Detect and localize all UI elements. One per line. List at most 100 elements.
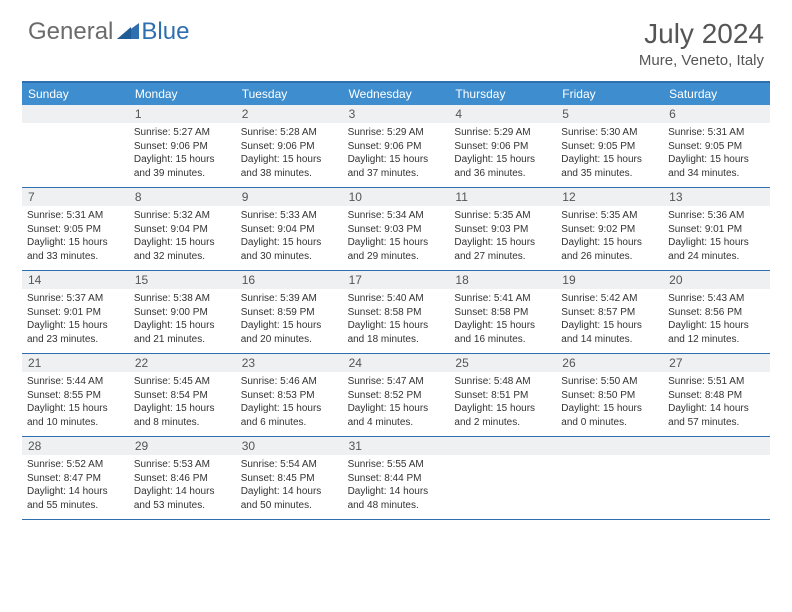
day-details	[556, 455, 663, 463]
day-details: Sunrise: 5:45 AMSunset: 8:54 PMDaylight:…	[129, 372, 236, 434]
day-details: Sunrise: 5:40 AMSunset: 8:58 PMDaylight:…	[343, 289, 450, 351]
daylight-text: Daylight: 15 hours and 24 minutes.	[668, 236, 765, 263]
day-details	[22, 123, 129, 131]
sunset-text: Sunset: 8:53 PM	[241, 389, 338, 403]
daylight-text: Daylight: 15 hours and 29 minutes.	[348, 236, 445, 263]
weekday-header: Friday	[556, 83, 663, 105]
day-details: Sunrise: 5:35 AMSunset: 9:02 PMDaylight:…	[556, 206, 663, 268]
day-number: 16	[236, 271, 343, 289]
sunset-text: Sunset: 9:04 PM	[134, 223, 231, 237]
day-details: Sunrise: 5:31 AMSunset: 9:05 PMDaylight:…	[663, 123, 770, 185]
day-cell: 9Sunrise: 5:33 AMSunset: 9:04 PMDaylight…	[236, 188, 343, 270]
day-cell	[663, 437, 770, 519]
daylight-text: Daylight: 15 hours and 2 minutes.	[454, 402, 551, 429]
logo-part2: Blue	[141, 18, 189, 46]
day-details: Sunrise: 5:29 AMSunset: 9:06 PMDaylight:…	[343, 123, 450, 185]
sunrise-text: Sunrise: 5:31 AM	[27, 209, 124, 223]
daylight-text: Daylight: 15 hours and 33 minutes.	[27, 236, 124, 263]
weekday-header: Sunday	[22, 83, 129, 105]
sunrise-text: Sunrise: 5:55 AM	[348, 458, 445, 472]
day-cell: 14Sunrise: 5:37 AMSunset: 9:01 PMDayligh…	[22, 271, 129, 353]
day-cell: 15Sunrise: 5:38 AMSunset: 9:00 PMDayligh…	[129, 271, 236, 353]
sunset-text: Sunset: 8:58 PM	[454, 306, 551, 320]
day-number: 27	[663, 354, 770, 372]
day-details	[449, 455, 556, 463]
day-number	[556, 437, 663, 455]
daylight-text: Daylight: 15 hours and 35 minutes.	[561, 153, 658, 180]
sunset-text: Sunset: 8:56 PM	[668, 306, 765, 320]
day-details: Sunrise: 5:28 AMSunset: 9:06 PMDaylight:…	[236, 123, 343, 185]
logo-part1: General	[28, 18, 113, 46]
sunset-text: Sunset: 8:45 PM	[241, 472, 338, 486]
day-number: 8	[129, 188, 236, 206]
weekday-header: Monday	[129, 83, 236, 105]
daylight-text: Daylight: 14 hours and 55 minutes.	[27, 485, 124, 512]
day-cell: 4Sunrise: 5:29 AMSunset: 9:06 PMDaylight…	[449, 105, 556, 187]
day-details: Sunrise: 5:46 AMSunset: 8:53 PMDaylight:…	[236, 372, 343, 434]
day-number: 22	[129, 354, 236, 372]
weekday-header: Wednesday	[343, 83, 450, 105]
sunset-text: Sunset: 8:44 PM	[348, 472, 445, 486]
sunset-text: Sunset: 9:01 PM	[27, 306, 124, 320]
weekday-header: Tuesday	[236, 83, 343, 105]
day-details: Sunrise: 5:52 AMSunset: 8:47 PMDaylight:…	[22, 455, 129, 517]
daylight-text: Daylight: 15 hours and 6 minutes.	[241, 402, 338, 429]
daylight-text: Daylight: 15 hours and 27 minutes.	[454, 236, 551, 263]
week-row: 14Sunrise: 5:37 AMSunset: 9:01 PMDayligh…	[22, 271, 770, 354]
location-label: Mure, Veneto, Italy	[639, 52, 764, 69]
day-cell: 17Sunrise: 5:40 AMSunset: 8:58 PMDayligh…	[343, 271, 450, 353]
day-cell: 12Sunrise: 5:35 AMSunset: 9:02 PMDayligh…	[556, 188, 663, 270]
day-number: 18	[449, 271, 556, 289]
sunrise-text: Sunrise: 5:27 AM	[134, 126, 231, 140]
sunrise-text: Sunrise: 5:43 AM	[668, 292, 765, 306]
day-details: Sunrise: 5:42 AMSunset: 8:57 PMDaylight:…	[556, 289, 663, 351]
sunset-text: Sunset: 9:06 PM	[454, 140, 551, 154]
calendar: SundayMondayTuesdayWednesdayThursdayFrid…	[22, 81, 770, 520]
sunset-text: Sunset: 9:01 PM	[668, 223, 765, 237]
sunset-text: Sunset: 9:06 PM	[348, 140, 445, 154]
sunrise-text: Sunrise: 5:29 AM	[348, 126, 445, 140]
sunrise-text: Sunrise: 5:37 AM	[27, 292, 124, 306]
sunrise-text: Sunrise: 5:35 AM	[561, 209, 658, 223]
day-cell: 20Sunrise: 5:43 AMSunset: 8:56 PMDayligh…	[663, 271, 770, 353]
sunrise-text: Sunrise: 5:30 AM	[561, 126, 658, 140]
sunset-text: Sunset: 8:48 PM	[668, 389, 765, 403]
sunset-text: Sunset: 9:02 PM	[561, 223, 658, 237]
day-number: 7	[22, 188, 129, 206]
day-details: Sunrise: 5:37 AMSunset: 9:01 PMDaylight:…	[22, 289, 129, 351]
day-number: 10	[343, 188, 450, 206]
sunrise-text: Sunrise: 5:31 AM	[668, 126, 765, 140]
sunrise-text: Sunrise: 5:44 AM	[27, 375, 124, 389]
sunrise-text: Sunrise: 5:29 AM	[454, 126, 551, 140]
day-cell: 16Sunrise: 5:39 AMSunset: 8:59 PMDayligh…	[236, 271, 343, 353]
day-number: 14	[22, 271, 129, 289]
day-cell: 8Sunrise: 5:32 AMSunset: 9:04 PMDaylight…	[129, 188, 236, 270]
daylight-text: Daylight: 15 hours and 0 minutes.	[561, 402, 658, 429]
sunrise-text: Sunrise: 5:38 AM	[134, 292, 231, 306]
daylight-text: Daylight: 15 hours and 8 minutes.	[134, 402, 231, 429]
sunrise-text: Sunrise: 5:46 AM	[241, 375, 338, 389]
day-cell: 21Sunrise: 5:44 AMSunset: 8:55 PMDayligh…	[22, 354, 129, 436]
day-details: Sunrise: 5:35 AMSunset: 9:03 PMDaylight:…	[449, 206, 556, 268]
sunrise-text: Sunrise: 5:40 AM	[348, 292, 445, 306]
day-number: 15	[129, 271, 236, 289]
sunrise-text: Sunrise: 5:39 AM	[241, 292, 338, 306]
day-details: Sunrise: 5:44 AMSunset: 8:55 PMDaylight:…	[22, 372, 129, 434]
sunset-text: Sunset: 8:46 PM	[134, 472, 231, 486]
day-number: 1	[129, 105, 236, 123]
weekday-header: Saturday	[663, 83, 770, 105]
day-cell: 19Sunrise: 5:42 AMSunset: 8:57 PMDayligh…	[556, 271, 663, 353]
sunset-text: Sunset: 8:50 PM	[561, 389, 658, 403]
day-number: 19	[556, 271, 663, 289]
week-row: 7Sunrise: 5:31 AMSunset: 9:05 PMDaylight…	[22, 188, 770, 271]
sunset-text: Sunset: 9:03 PM	[454, 223, 551, 237]
daylight-text: Daylight: 15 hours and 16 minutes.	[454, 319, 551, 346]
sunrise-text: Sunrise: 5:35 AM	[454, 209, 551, 223]
sunrise-text: Sunrise: 5:34 AM	[348, 209, 445, 223]
sunrise-text: Sunrise: 5:50 AM	[561, 375, 658, 389]
daylight-text: Daylight: 15 hours and 20 minutes.	[241, 319, 338, 346]
sunset-text: Sunset: 8:58 PM	[348, 306, 445, 320]
daylight-text: Daylight: 14 hours and 48 minutes.	[348, 485, 445, 512]
day-cell: 6Sunrise: 5:31 AMSunset: 9:05 PMDaylight…	[663, 105, 770, 187]
sunrise-text: Sunrise: 5:53 AM	[134, 458, 231, 472]
